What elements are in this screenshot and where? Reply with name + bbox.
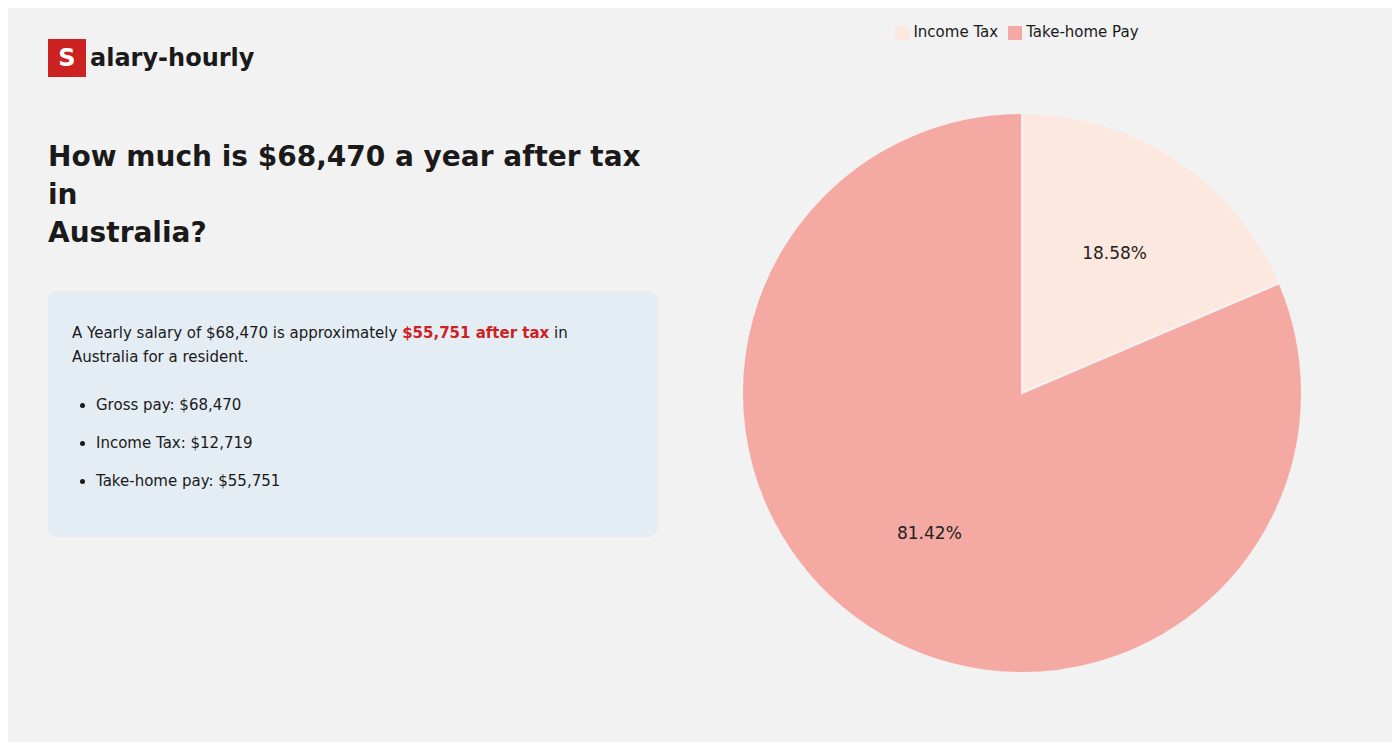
html-text:S: S: [58, 44, 76, 72]
html-text:A Yearly salary of $68,470 is: A Yearly salary of $68,470 is approximat…: [72, 324, 568, 343]
svg-text:18.58%: 18.58%: [1082, 243, 1147, 263]
html-text:Income Tax: $12,719: Income Tax: $12,719: [96, 434, 253, 453]
html-text:Income Tax: Income Tax: [913, 23, 999, 41]
html-text:alary-hourly: alary-hourly: [90, 44, 255, 72]
html-text:Gross pay: $68,470: Gross pay: $68,470: [96, 396, 242, 415]
svg-text:81.42%: 81.42%: [897, 523, 962, 543]
html-text:Take-home pay: $55,751: Take-home pay: $55,751: [96, 472, 281, 491]
html-text:Australia for a resident.: Australia for a resident.: [72, 348, 249, 367]
html-text:How much is $68,470 a year aft: How much is $68,470 a year after tax in …: [48, 140, 641, 249]
html-text:Take-home Pay: Take-home Pay: [1026, 23, 1139, 41]
